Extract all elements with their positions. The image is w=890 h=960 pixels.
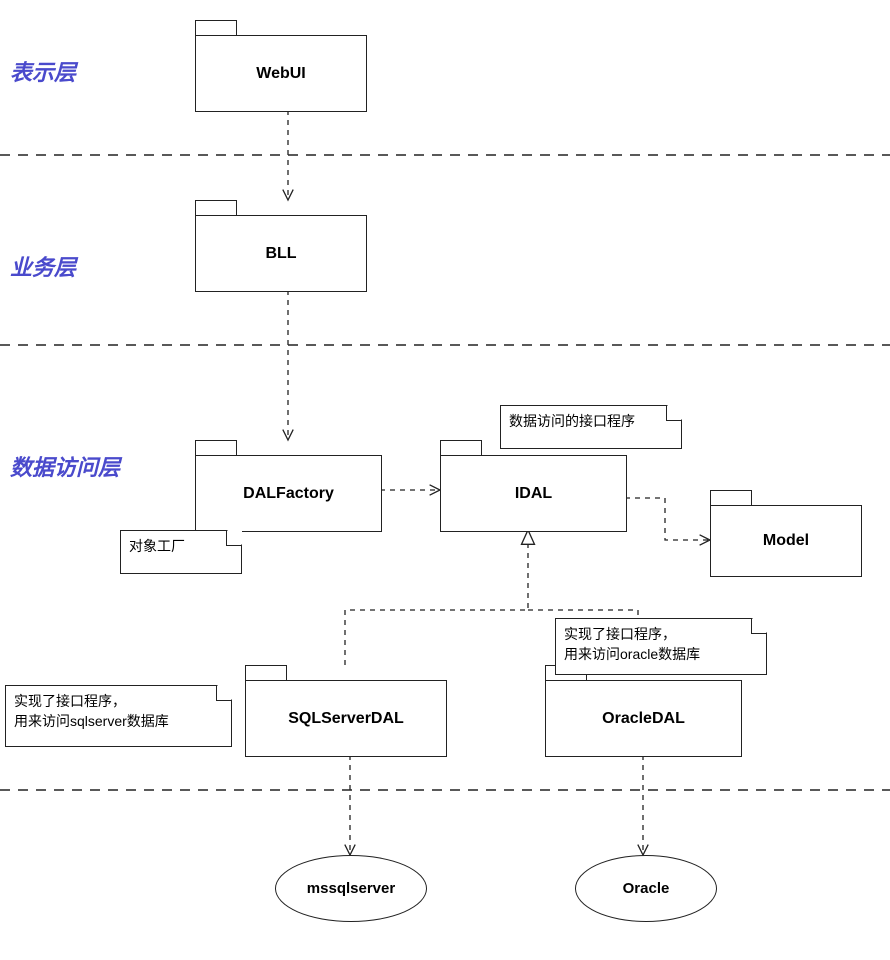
db-mssqlserver-label: mssqlserver <box>307 880 395 897</box>
package-sqlserverdal-label: SQLServerDAL <box>245 680 447 757</box>
package-oracledal-label: OracleDAL <box>545 680 742 757</box>
note-oracle: 实现了接口程序， 用来访问oracle数据库 <box>555 618 767 675</box>
note-sqlserver-line2: 用来访问sqlserver数据库 <box>14 713 169 729</box>
note-idal: 数据访问的接口程序 <box>500 405 682 449</box>
edge-sqlserverdal-idal <box>345 530 528 665</box>
db-mssqlserver: mssqlserver <box>275 855 427 922</box>
layer-label-dataaccess: 数据访问层 <box>10 450 120 482</box>
note-dalfactory: 对象工厂 <box>120 530 242 574</box>
package-webui-label: WebUI <box>195 35 367 112</box>
note-dalfactory-text: 对象工厂 <box>129 538 185 554</box>
package-idal-label: IDAL <box>440 455 627 532</box>
note-oracle-line1: 实现了接口程序， <box>564 626 676 642</box>
layer-label-presentation: 表示层 <box>10 55 76 87</box>
package-dalfactory-label: DALFactory <box>195 455 382 532</box>
db-oracle-label: Oracle <box>623 880 670 897</box>
architecture-diagram: 表示层 业务层 数据访问层 WebUI BLL DALFactory IDAL … <box>0 0 890 960</box>
layer-label-business: 业务层 <box>10 250 76 282</box>
db-oracle: Oracle <box>575 855 717 922</box>
note-idal-text: 数据访问的接口程序 <box>509 413 635 429</box>
edge-idal-model <box>625 498 710 540</box>
note-sqlserver-line1: 实现了接口程序， <box>14 693 126 709</box>
note-sqlserver: 实现了接口程序， 用来访问sqlserver数据库 <box>5 685 232 747</box>
package-model-label: Model <box>710 505 862 577</box>
note-oracle-line2: 用来访问oracle数据库 <box>564 646 700 662</box>
package-bll-label: BLL <box>195 215 367 292</box>
